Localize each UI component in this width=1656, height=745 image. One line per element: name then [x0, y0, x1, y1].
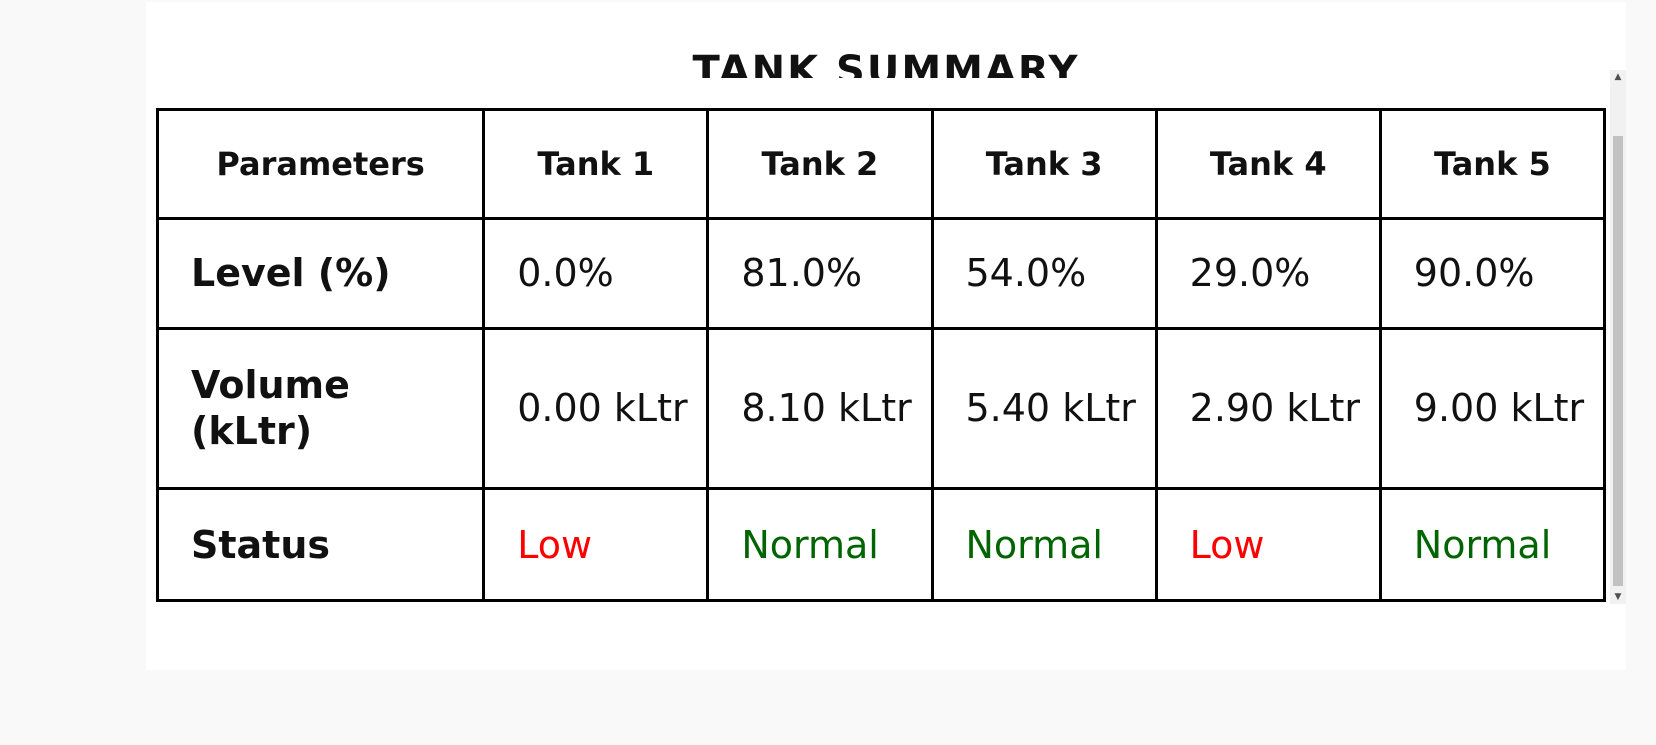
scroll-up-arrow-icon[interactable]: ▲: [1614, 72, 1622, 82]
table-row-volume: Volume (kLtr) 0.00 kLtr 8.10 kLtr 5.40 k…: [155, 326, 1607, 491]
header-tank-4: Tank 4: [1154, 108, 1382, 220]
level-tank-5: 90.0%: [1378, 217, 1607, 330]
volume-tank-2: 8.10 kLtr: [706, 326, 934, 491]
header-parameters: Parameters: [155, 108, 486, 220]
header-tank-2: Tank 2: [706, 108, 934, 220]
volume-tank-4: 2.90 kLtr: [1154, 326, 1382, 491]
status-tank-1: Low: [482, 487, 710, 602]
volume-tank-5: 9.00 kLtr: [1378, 326, 1607, 491]
status-tank-3: Normal: [930, 487, 1158, 602]
status-tank-4: Low: [1154, 487, 1382, 602]
table-header-row: Parameters Tank 1 Tank 2 Tank 3 Tank 4 T…: [155, 108, 1607, 220]
tank-summary-table-container: Parameters Tank 1 Tank 2 Tank 3 Tank 4 T…: [155, 108, 1607, 602]
status-tank-2: Normal: [706, 487, 934, 602]
header-tank-1: Tank 1: [482, 108, 710, 220]
tank-summary-table: Parameters Tank 1 Tank 2 Tank 3 Tank 4 T…: [155, 108, 1607, 602]
row-label-status: Status: [155, 487, 486, 602]
volume-tank-3: 5.40 kLtr: [930, 326, 1158, 491]
level-tank-4: 29.0%: [1154, 217, 1382, 330]
table-row-status: Status Low Normal Normal Low Normal: [155, 487, 1607, 602]
scroll-down-arrow-icon[interactable]: ▼: [1614, 592, 1622, 602]
table-row-level: Level (%) 0.0% 81.0% 54.0% 29.0% 90.0%: [155, 217, 1607, 330]
level-tank-2: 81.0%: [706, 217, 934, 330]
scrollbar-thumb[interactable]: [1613, 136, 1623, 586]
volume-tank-1: 0.00 kLtr: [482, 326, 710, 491]
row-label-volume: Volume (kLtr): [155, 326, 486, 491]
page-title: TANK SUMMARY: [692, 48, 1080, 78]
row-label-level: Level (%): [155, 217, 486, 330]
status-tank-5: Normal: [1378, 487, 1607, 602]
level-tank-1: 0.0%: [482, 217, 710, 330]
header-tank-5: Tank 5: [1378, 108, 1607, 220]
level-tank-3: 54.0%: [930, 217, 1158, 330]
tank-summary-card: TANK SUMMARY Parameters Tank 1 Tank 2 Ta…: [146, 2, 1626, 670]
vertical-scrollbar[interactable]: ▲ ▼: [1610, 70, 1626, 604]
header-tank-3: Tank 3: [930, 108, 1158, 220]
